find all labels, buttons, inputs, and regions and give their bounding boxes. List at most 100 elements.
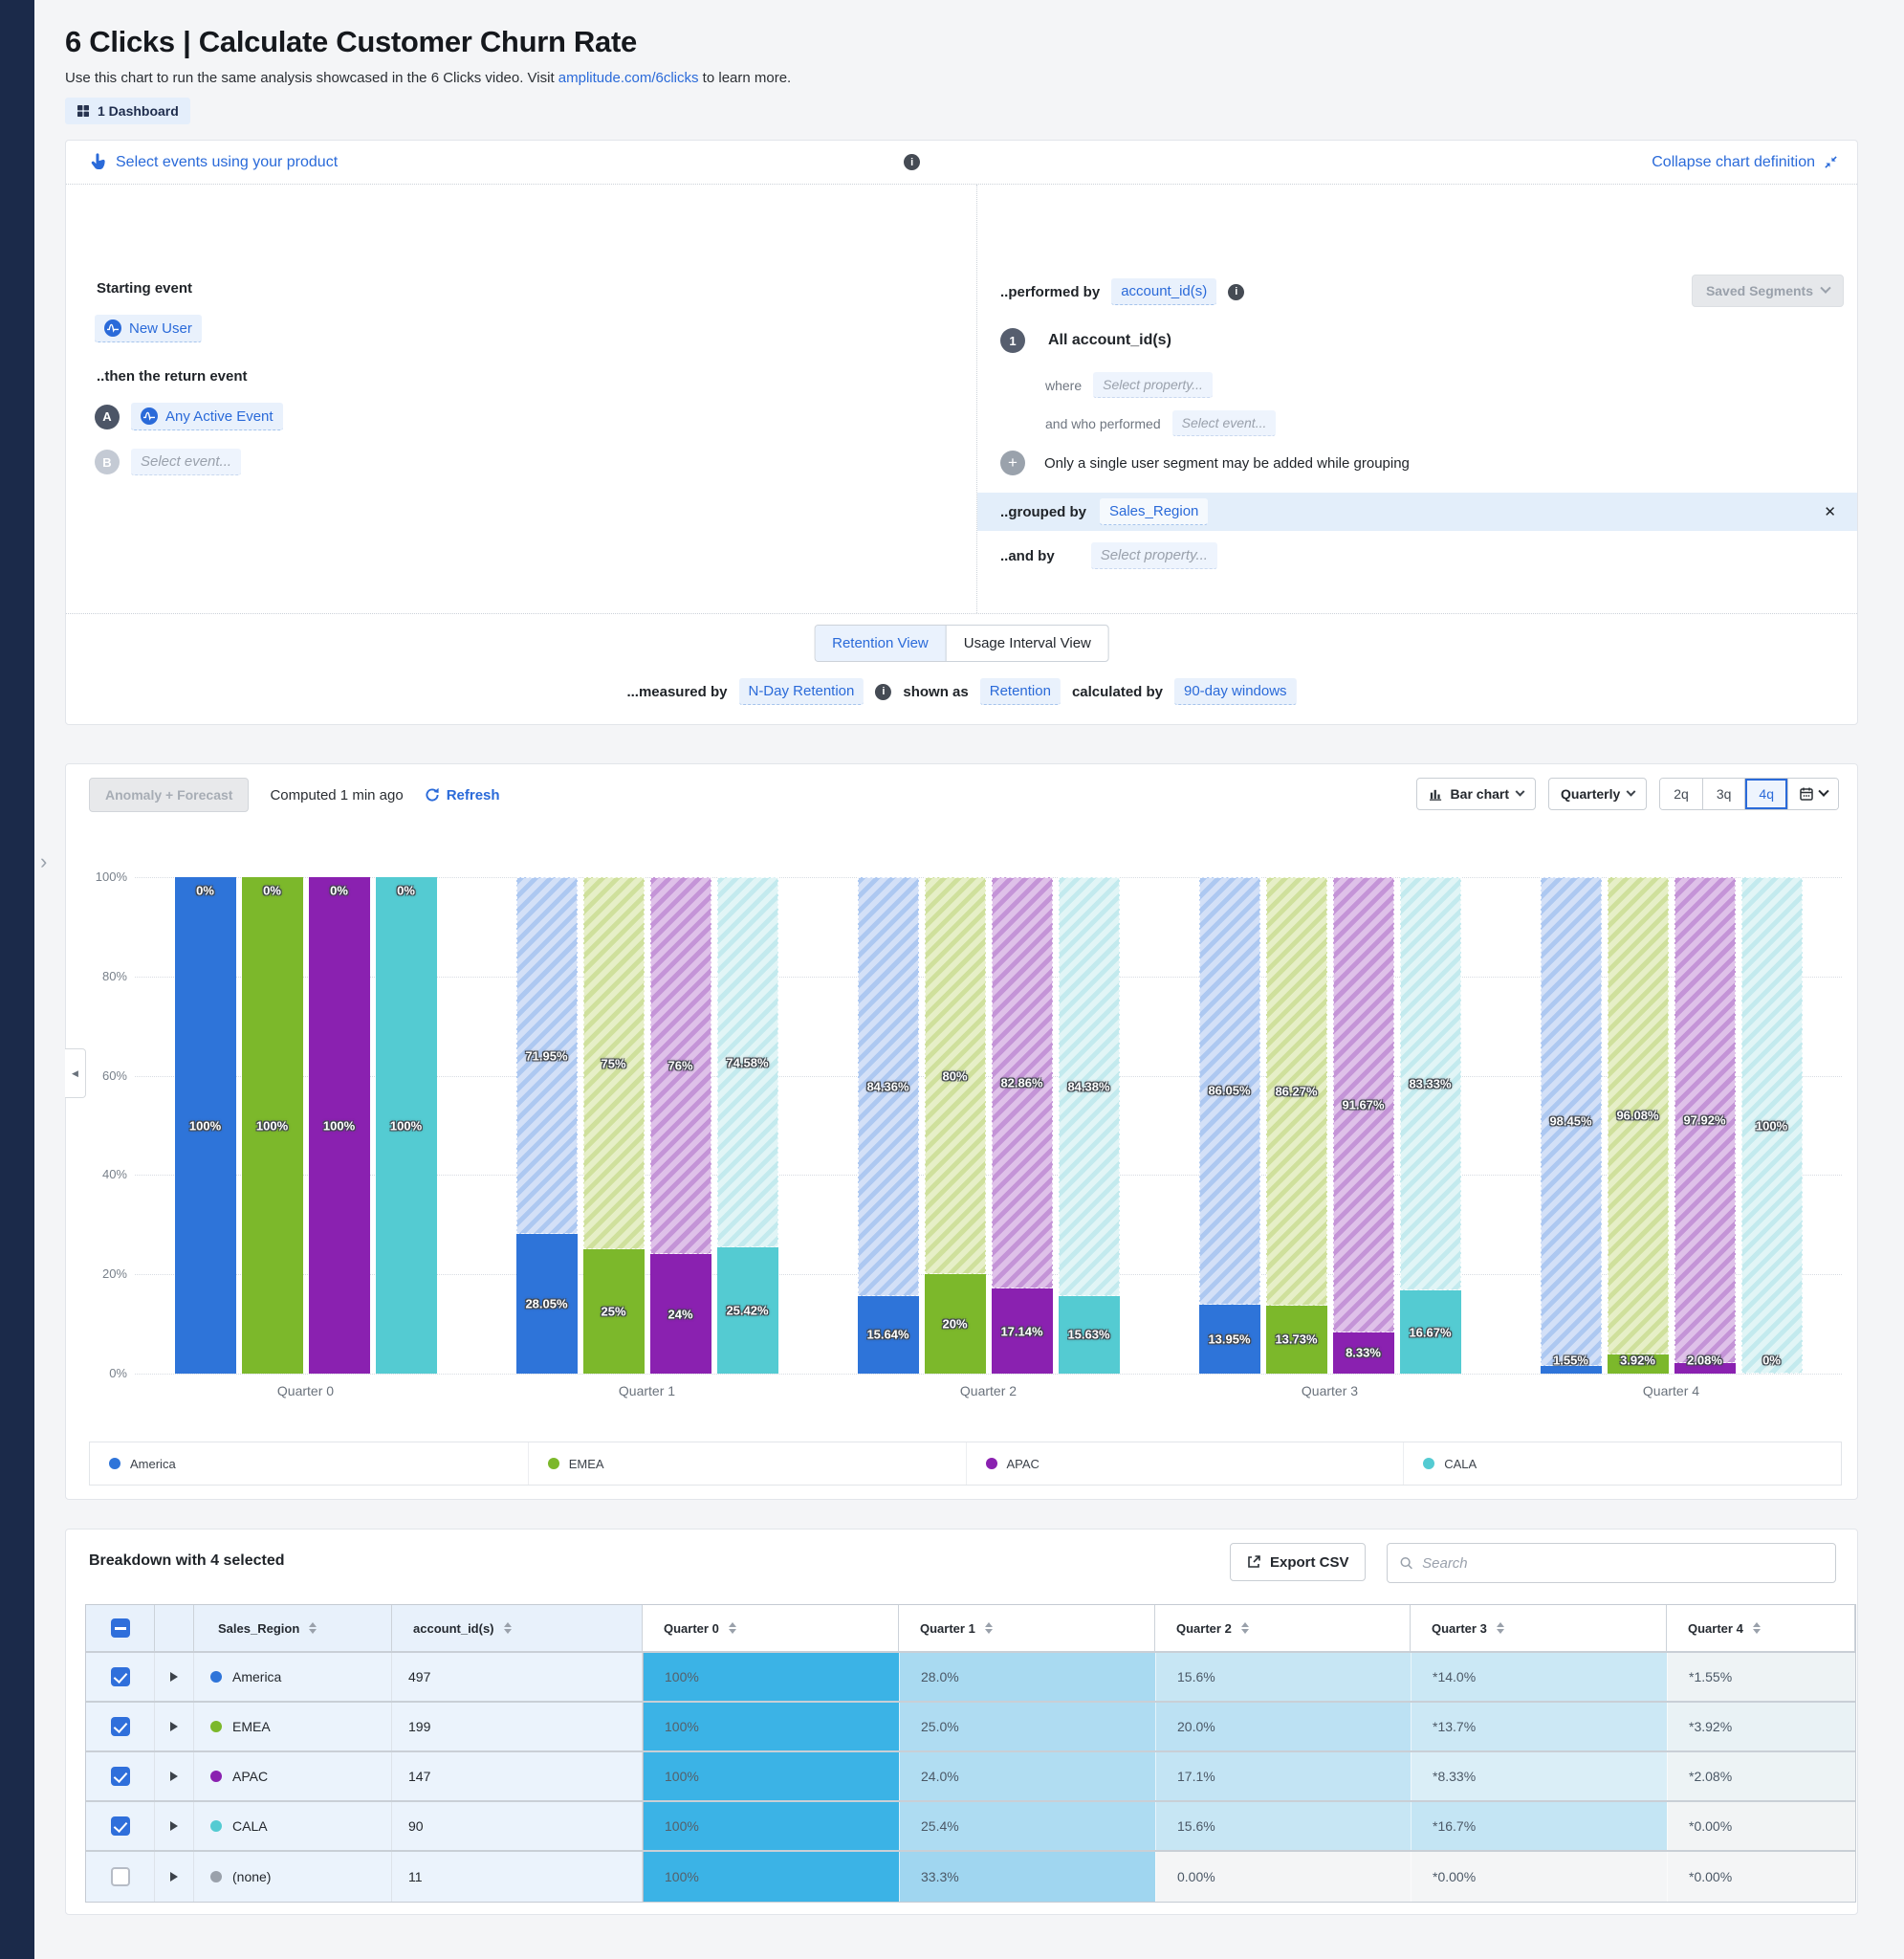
range-option-2q[interactable]: 2q: [1660, 779, 1703, 809]
select-events-link[interactable]: Select events using your product: [89, 153, 338, 171]
event-a-chip[interactable]: Any Active Event: [131, 403, 283, 430]
bar-segment-churned-CALA-q1[interactable]: [716, 877, 778, 1248]
chart-type-dropdown[interactable]: Bar chart: [1415, 778, 1537, 810]
and-who-select-event[interactable]: Select event...: [1171, 410, 1277, 436]
bar-segment-retained-America-q0[interactable]: [174, 877, 236, 1374]
bar-segment-retained-CALA-q3[interactable]: [1399, 1290, 1461, 1374]
expand-row-icon[interactable]: [170, 1722, 178, 1731]
sort-icon[interactable]: [1752, 1622, 1761, 1634]
bar-segment-retained-EMEA-q0[interactable]: [241, 877, 303, 1374]
refresh-button[interactable]: Refresh: [425, 787, 500, 803]
sort-icon[interactable]: [1496, 1622, 1504, 1634]
collapse-chart-definition[interactable]: Collapse chart definition: [1652, 154, 1838, 171]
event-b-select[interactable]: Select event...: [131, 449, 242, 475]
sort-icon[interactable]: [503, 1622, 512, 1634]
bar-segment-retained-APAC-q3[interactable]: [1332, 1332, 1394, 1374]
bar-segment-churned-America-q4[interactable]: [1540, 877, 1602, 1366]
bar-segment-retained-EMEA-q4[interactable]: [1607, 1354, 1669, 1374]
bar-segment-retained-CALA-q2[interactable]: [1058, 1295, 1120, 1374]
bar-segment-retained-America-q3[interactable]: [1198, 1304, 1260, 1374]
export-csv-button[interactable]: Export CSV: [1230, 1543, 1366, 1581]
row-checkbox[interactable]: [110, 1867, 130, 1886]
sort-icon[interactable]: [728, 1622, 736, 1634]
bar-segment-churned-EMEA-q2[interactable]: [924, 877, 986, 1275]
column-header-Quarter 0[interactable]: Quarter 0: [643, 1605, 899, 1651]
bar-segment-churned-CALA-q3[interactable]: [1399, 877, 1461, 1291]
and-by-select-property[interactable]: Select property...: [1090, 542, 1217, 569]
row-checkbox[interactable]: [110, 1717, 130, 1736]
column-header-account_id(s)[interactable]: account_id(s): [392, 1605, 643, 1651]
tab-retention-view[interactable]: Retention View: [815, 626, 947, 661]
column-header-Quarter 3[interactable]: Quarter 3: [1411, 1605, 1667, 1651]
event-b-badge: B: [95, 450, 120, 474]
measured-by-info-icon[interactable]: i: [875, 683, 892, 700]
bar-segment-retained-EMEA-q3[interactable]: [1265, 1305, 1327, 1374]
bar-segment-churned-CALA-q2[interactable]: [1058, 877, 1120, 1296]
sort-icon[interactable]: [309, 1622, 317, 1634]
bar-segment-churned-APAC-q1[interactable]: [649, 877, 711, 1255]
chart-panel-collapse-handle[interactable]: ◀: [65, 1048, 86, 1098]
bar-segment-retained-America-q4[interactable]: [1540, 1365, 1602, 1374]
where-select-property[interactable]: Select property...: [1093, 372, 1213, 398]
bar-segment-retained-CALA-q0[interactable]: [375, 877, 437, 1374]
column-header-label: Quarter 2: [1176, 1620, 1232, 1636]
bar-segment-retained-America-q2[interactable]: [857, 1295, 919, 1374]
expand-row-icon[interactable]: [170, 1872, 178, 1882]
sidebar-expand-chevron[interactable]: ›: [40, 849, 48, 873]
shown-as-label: shown as: [903, 683, 969, 700]
interval-dropdown[interactable]: Quarterly: [1548, 778, 1648, 810]
bar-segment-churned-APAC-q2[interactable]: [991, 877, 1053, 1289]
bar-segment-retained-EMEA-q2[interactable]: [924, 1274, 986, 1374]
shown-as-chip[interactable]: Retention: [979, 678, 1061, 705]
dashboard-badge[interactable]: 1 Dashboard: [65, 98, 190, 124]
column-header-Quarter 1[interactable]: Quarter 1: [899, 1605, 1155, 1651]
sort-icon[interactable]: [984, 1622, 993, 1634]
bar-segment-retained-America-q1[interactable]: [515, 1234, 578, 1374]
range-option-3q[interactable]: 3q: [1702, 779, 1746, 809]
column-header-Sales_Region[interactable]: Sales_Region: [194, 1605, 392, 1651]
expand-row-icon[interactable]: [170, 1672, 178, 1682]
tab-usage-interval-view[interactable]: Usage Interval View: [963, 635, 1091, 651]
measured-by-chip[interactable]: N-Day Retention: [738, 678, 864, 705]
row-checkbox[interactable]: [110, 1767, 130, 1786]
row-checkbox[interactable]: [110, 1816, 130, 1836]
bar-segment-churned-America-q3[interactable]: [1198, 877, 1260, 1305]
expand-row-icon[interactable]: [170, 1821, 178, 1831]
bar-segment-retained-EMEA-q1[interactable]: [582, 1249, 645, 1374]
bar-segment-retained-APAC-q4[interactable]: [1674, 1363, 1736, 1374]
search-input[interactable]: [1422, 1554, 1824, 1572]
range-option-4q[interactable]: 4q: [1745, 779, 1788, 809]
bar-segment-churned-America-q1[interactable]: [515, 877, 578, 1235]
date-range-picker[interactable]: [1788, 779, 1838, 809]
legend-item-EMEA[interactable]: EMEA: [527, 1442, 966, 1485]
row-checkbox[interactable]: [110, 1667, 130, 1686]
remove-grouping-icon[interactable]: ✕: [1824, 504, 1836, 520]
sort-icon[interactable]: [1240, 1622, 1249, 1634]
bar-segment-churned-America-q2[interactable]: [857, 877, 919, 1296]
add-segment-button[interactable]: +: [1000, 451, 1025, 475]
select-all-checkbox[interactable]: [110, 1618, 130, 1638]
performed-by-info-icon[interactable]: i: [1228, 283, 1245, 300]
grouped-by-chip[interactable]: Sales_Region: [1100, 498, 1209, 525]
bar-segment-churned-APAC-q4[interactable]: [1674, 877, 1736, 1364]
bar-segment-churned-APAC-q3[interactable]: [1332, 877, 1394, 1332]
expand-row-icon[interactable]: [170, 1772, 178, 1781]
starting-event-chip[interactable]: New User: [95, 315, 202, 342]
column-header-Quarter 2[interactable]: Quarter 2: [1155, 1605, 1411, 1651]
bar-segment-retained-CALA-q1[interactable]: [716, 1247, 778, 1374]
bar-segment-retained-APAC-q1[interactable]: [649, 1254, 711, 1374]
bar-segment-retained-APAC-q2[interactable]: [991, 1288, 1053, 1374]
select-events-info-icon[interactable]: i: [904, 154, 921, 170]
calculated-by-chip[interactable]: 90-day windows: [1174, 678, 1297, 705]
bar-segment-churned-EMEA-q3[interactable]: [1265, 877, 1327, 1306]
bar-segment-retained-APAC-q0[interactable]: [308, 877, 370, 1374]
bar-segment-churned-EMEA-q1[interactable]: [582, 877, 645, 1250]
bar-segment-churned-CALA-q4[interactable]: [1740, 877, 1803, 1374]
column-header-Quarter 4[interactable]: Quarter 4: [1667, 1605, 1855, 1651]
legend-item-America[interactable]: America: [90, 1442, 528, 1485]
bar-segment-churned-EMEA-q4[interactable]: [1607, 877, 1669, 1354]
legend-item-CALA[interactable]: CALA: [1403, 1442, 1841, 1485]
performed-by-chip[interactable]: account_id(s): [1111, 278, 1217, 305]
legend-item-APAC[interactable]: APAC: [965, 1442, 1404, 1485]
subtitle-link[interactable]: amplitude.com/6clicks: [558, 70, 699, 86]
